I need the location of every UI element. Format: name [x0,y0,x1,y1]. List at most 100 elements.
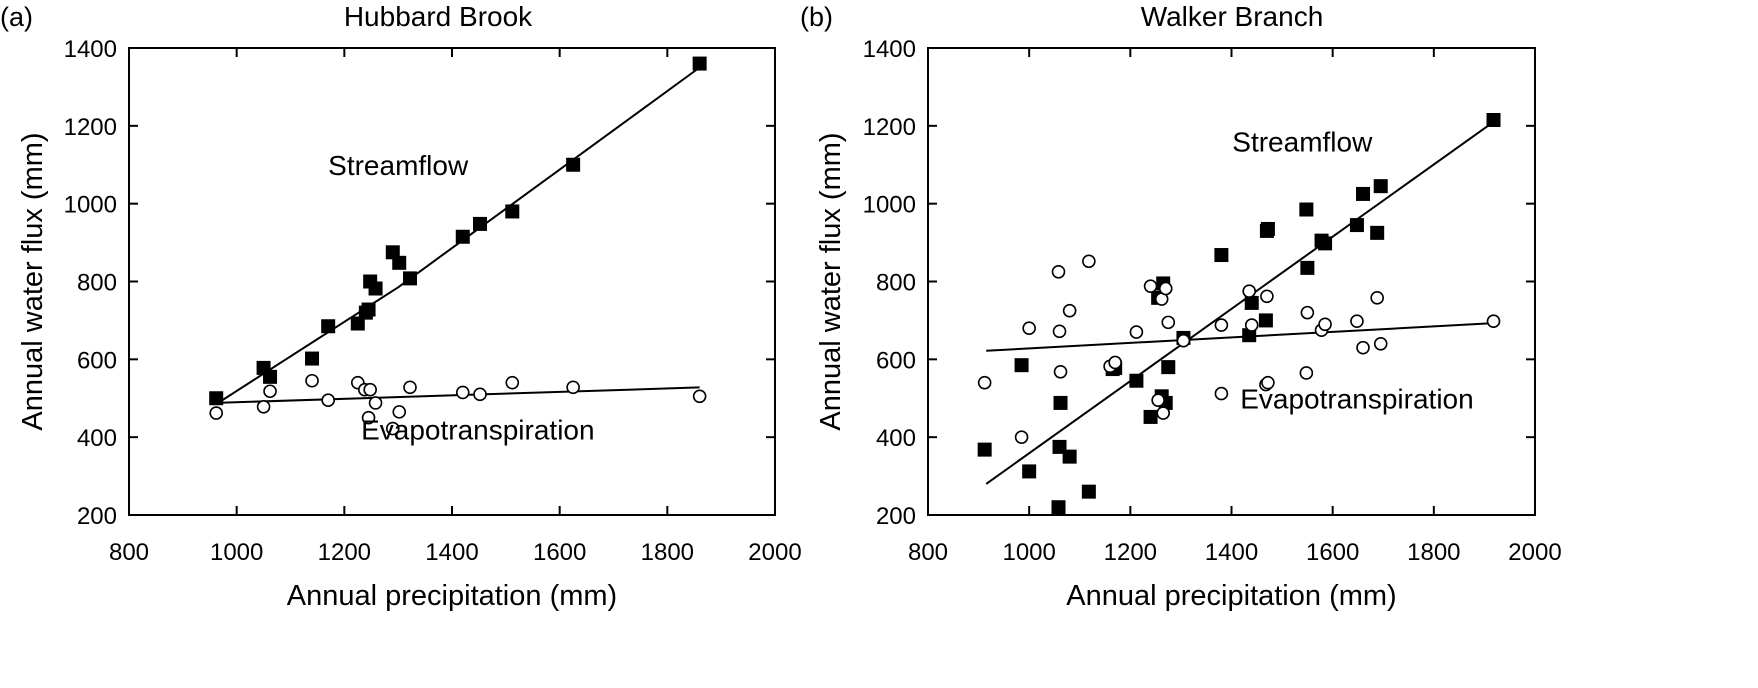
chart-0-evapotranspiration-point [403,380,417,395]
chart-0-evapotranspiration-point [385,421,400,436]
chart-0-y-tick-label: 400 [77,425,117,452]
chart-0-x-tick-label: 1000 [210,539,263,566]
chart-1-evapotranspiration-point [1082,254,1096,269]
chart-1-y-tick-label: 200 [876,503,916,530]
chart-0-streamflow-fit-line [215,66,701,405]
chart-0-x-tick-label: 1400 [425,539,478,566]
chart-0-streamflow-point [566,157,581,172]
chart-1-y-tick-label: 1000 [863,192,916,219]
chart-0-panel-label: (a) [0,2,33,32]
chart-1-evapotranspiration-point [1129,325,1144,339]
chart-1-streamflow-label: Streamflow [1232,126,1373,157]
chart-0-evapotranspiration-point [256,400,271,414]
chart-1-evapotranspiration-point [1062,303,1077,318]
chart-1-streamflow-point [1081,484,1096,499]
chart-1-x-tick-label: 1000 [1002,539,1055,566]
chart-0-streamflow-point [350,316,365,331]
chart-1-streamflow-point [1244,295,1259,310]
chart-1-streamflow-point [1258,313,1273,328]
chart-1-evapotranspiration-point [1261,375,1275,390]
chart-1-evapotranspiration-point [1053,364,1068,379]
chart-0-x-tick-label: 800 [109,539,149,566]
panel-hubbard-brook: (a) Hubbard Brook 800 1000 1200 1400 1600 1800 2… [0,1,802,612]
chart-0-evapotranspiration-point [368,396,383,410]
chart-1-evapotranspiration-point [1143,279,1158,293]
chart-1-y-tick-label: 600 [876,347,916,374]
chart-1-streamflow-point [1161,360,1176,375]
chart-1-evapotranspiration-point [1158,281,1173,296]
chart-1-streamflow-point [1370,225,1385,240]
chart-1-evapotranspiration-point [1214,386,1229,401]
chart-1-y-tick-label: 400 [876,425,916,452]
chart-0-streamflow-point [455,229,470,244]
chart-1-evapotranspiration-point [1176,333,1191,348]
chart-1-evapotranspiration-fit-line [986,322,1494,352]
chart-0-evapotranspiration-point [692,389,707,404]
chart-1-evapotranspiration-point [1151,393,1165,407]
chart-1-evapotranspiration-point [1244,318,1259,332]
chart-1-evapotranspiration-point [1299,366,1314,380]
chart-1-streamflow-point [1143,409,1158,424]
chart-0-evapotranspiration-point [392,405,407,419]
chart-1-streamflow-point [1022,464,1037,479]
chart-0-evapotranspiration-point [361,410,376,425]
chart-0-evapotranspiration-point [305,373,319,388]
chart-1-streamflow-point [1053,395,1068,410]
chart-0-x-tick-label: 1600 [533,539,586,566]
chart-1-evapotranspiration-point [1022,321,1036,336]
chart-1-streamflow-point [1349,218,1364,233]
chart-0-y-tick-label: 800 [77,270,117,297]
chart-1-streamflow-point [1260,221,1275,236]
chart-0-evapotranspiration-point [321,393,335,407]
chart-1-x-tick-label: 800 [908,539,948,566]
chart-1-streamflow-point [1214,248,1229,263]
chart-1-x-tick-label: 1800 [1407,539,1460,566]
chart-1-evapotranspiration-point [1356,340,1370,355]
chart-1-x-axis-label: Annual precipitation (mm) [1066,580,1396,612]
chart-1-streamflow-point [1373,179,1388,194]
chart-1-panel-label: (b) [800,2,833,32]
chart-0-y-tick-label: 600 [77,347,117,374]
chart-1-streamflow-point [1300,260,1315,275]
chart-0-streamflow-point [692,56,707,71]
chart-1-streamflow-point [977,442,992,457]
chart-1-streamflow-fit-line [985,121,1495,485]
chart-0-streamflow-point [368,281,383,296]
chart-1-evapotranspiration-point [977,375,992,390]
chart-0-y-tick-label: 1200 [64,114,117,141]
chart-1-evapotranspiration-point [1161,315,1176,330]
chart-1-evapotranspiration-point [1318,317,1332,332]
chart-1-evapotranspiration-point [1052,324,1067,339]
chart-0-streamflow-point [472,216,487,231]
chart-0-x-tick-label: 1800 [641,539,694,566]
chart-1-evapotranspiration-point [1300,305,1315,320]
chart-1-evapotranspiration-label: Evapotranspiration [1240,383,1473,414]
chart-1-streamflow-point [1014,358,1029,373]
chart-0-evapotranspiration-point [473,387,487,402]
chart-1-y-tick-label: 1200 [863,114,916,141]
chart-0-evapotranspiration-point [363,382,377,397]
chart-0-evapotranspiration-point [566,380,580,395]
chart-1-evapotranspiration-point [1108,355,1122,370]
chart-0-streamflow-point [305,351,320,366]
chart-1-streamflow-point [1299,202,1314,217]
chart-1-streamflow-point [1062,449,1077,464]
chart-1-streamflow-point [1129,373,1144,388]
chart-0-streamflow-point [505,204,520,219]
chart-0-x-tick-label: 1200 [318,539,371,566]
chart-1-streamflow-point [1318,236,1333,251]
chart-0-streamflow-point [209,391,224,406]
chart-1-streamflow-point [1051,500,1066,515]
chart-1-title: Walker Branch [1141,1,1324,32]
chart-0-evapotranspiration-point [209,406,224,420]
chart-1-evapotranspiration-point [1242,284,1257,299]
chart-0-evapotranspiration-point [455,385,470,400]
chart-0-streamflow-point [321,319,336,334]
chart-0-x-tick-label: 2000 [748,539,801,566]
chart-1-evapotranspiration-point [1156,406,1171,420]
chart-1-y-tick-label: 1400 [863,36,916,63]
chart-0-x-axis-label: Annual precipitation (mm) [287,580,617,612]
chart-1-evapotranspiration-point [1350,314,1364,328]
chart-1-evapotranspiration-point [1373,336,1388,351]
